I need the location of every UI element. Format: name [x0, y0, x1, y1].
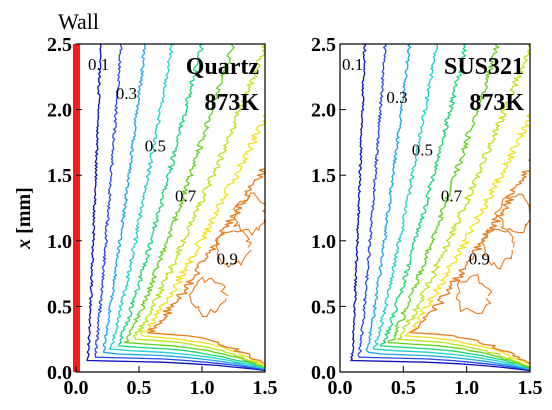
contour-0.9-patches — [455, 193, 530, 315]
contour-level-0.5 — [379, 44, 530, 369]
contour-level-0.6 — [123, 44, 265, 368]
contour-lines — [350, 44, 530, 372]
y-tick-label: 2.5 — [47, 34, 72, 56]
contour-level-0.6 — [387, 44, 530, 369]
contour-level-0.5 — [118, 44, 265, 369]
contour-label: 0.3 — [116, 84, 137, 103]
x-tick-label: 1.0 — [454, 377, 479, 399]
material-label: Quartz — [186, 54, 260, 80]
contour-level-0.7 — [396, 44, 530, 367]
y-tick-label: 1.5 — [47, 165, 72, 187]
x-tick-label: 0.0 — [328, 377, 353, 399]
contour-level-0.2 — [357, 44, 530, 371]
y-tick-label: 2.5 — [311, 34, 336, 56]
contour-0.9-patches — [188, 192, 265, 318]
temperature-label: 873K — [204, 90, 259, 116]
contour-level-0.9 — [146, 157, 265, 364]
contour-label: 0.5 — [412, 141, 433, 160]
y-tick-label: 1.5 — [311, 165, 336, 187]
panel-sus321: 0.0 0.5 1.0 1.5 0.0 0.5 1.0 1.5 2.0 2.5 0.1 0.3 0.5 0… — [311, 34, 543, 399]
y-tick-label: 2.0 — [47, 100, 72, 122]
contour-patch — [481, 228, 515, 270]
x-tick-label: 0.5 — [127, 377, 152, 399]
contour-label: 0.9 — [217, 249, 238, 268]
contour-level-0.1 — [350, 44, 530, 372]
contour-level-0.8 — [140, 114, 265, 366]
contour-lines — [86, 44, 265, 372]
contour-level-0.8 — [404, 112, 530, 365]
plot-frame — [339, 43, 531, 373]
wall-bar — [73, 44, 80, 372]
contour-level-0.3 — [102, 44, 265, 370]
contour-label: 0.7 — [175, 186, 197, 205]
x-tick-label: 0.5 — [391, 377, 416, 399]
y-tick-label: 0.5 — [311, 296, 336, 318]
temperature-label: 873K — [469, 90, 524, 116]
y-tick-label: 0.0 — [311, 362, 336, 384]
contour-label: 0.3 — [386, 88, 407, 107]
x-tick-label: 0.0 — [64, 377, 89, 399]
wall-label: Wall — [58, 9, 99, 34]
contour-patch — [188, 276, 229, 318]
y-tick-label: 1.0 — [311, 231, 336, 253]
x-tick-label: 1.5 — [518, 377, 543, 399]
y-tick-label: 2.0 — [311, 100, 336, 122]
y-tick-label: 0.5 — [47, 296, 72, 318]
x-tick-label: 1.0 — [190, 377, 215, 399]
contour-level-0.1 — [86, 44, 265, 372]
y-tick-label: 1.0 — [47, 231, 72, 253]
contour-level-0.3 — [365, 44, 530, 370]
contour-level-0.7 — [132, 44, 265, 368]
material-label: SUS321 — [444, 54, 524, 80]
y-tick-label: 0.0 — [47, 362, 72, 384]
contour-level-0.9 — [409, 158, 530, 364]
contour-level-0.4 — [108, 44, 265, 370]
contour-level-0.2 — [94, 44, 265, 371]
contour-label: 0.9 — [469, 249, 490, 268]
y-axis-label: x [mm] — [13, 187, 35, 250]
contour-label: 0.7 — [441, 186, 463, 205]
contour-level-0.4 — [372, 44, 530, 370]
x-tick-label: 1.5 — [253, 377, 278, 399]
contour-patch — [233, 192, 265, 237]
contour-label: 0.1 — [342, 55, 363, 74]
panel-quartz: 0.0 0.5 1.0 1.5 0.0 0.5 1.0 1.5 2.0 2.5 0.1 0.3 0.5 0… — [47, 34, 278, 399]
contour-label: 0.1 — [88, 55, 109, 74]
contour-patch — [493, 193, 530, 234]
contour-label: 0.5 — [145, 137, 166, 156]
contour-patch — [455, 274, 493, 315]
